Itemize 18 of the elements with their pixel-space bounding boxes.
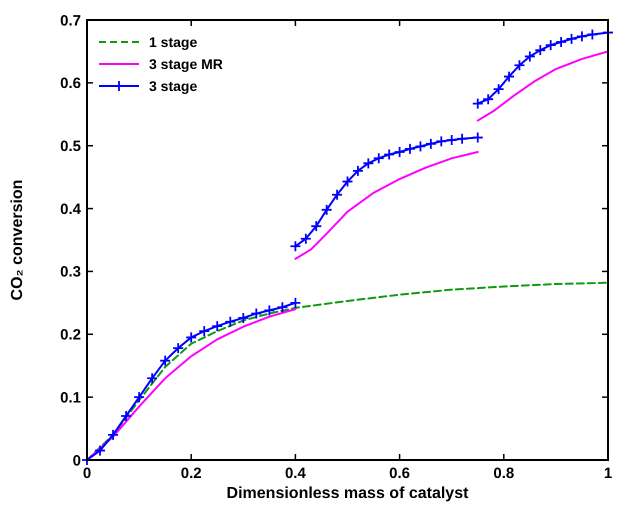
legend-label: 3 stage MR xyxy=(149,56,223,72)
y-axis-title: CO₂ conversion xyxy=(9,180,26,300)
legend-label: 3 stage xyxy=(149,78,198,94)
y-tick-label: 0.7 xyxy=(60,12,81,30)
y-tick-label: 0.3 xyxy=(60,264,81,281)
y-tick-label: 0.2 xyxy=(60,326,81,344)
x-tick-label: 0.6 xyxy=(389,465,410,482)
y-tick-label: 0.5 xyxy=(60,138,81,155)
y-tick-label: 0.6 xyxy=(60,75,81,92)
y-tick-label: 0.4 xyxy=(60,200,82,218)
y-tick-label: 0 xyxy=(72,452,81,470)
x-tick-label: 1 xyxy=(604,465,612,482)
x-tick-label: 0.2 xyxy=(180,465,202,482)
x-tick-label: 0.4 xyxy=(284,465,306,482)
x-axis-title: Dimensionless mass of catalyst xyxy=(226,485,470,502)
legend-label: 1 stage xyxy=(149,34,198,50)
x-tick-label: 0.8 xyxy=(493,465,514,482)
y-tick-label: 0.1 xyxy=(60,389,81,406)
